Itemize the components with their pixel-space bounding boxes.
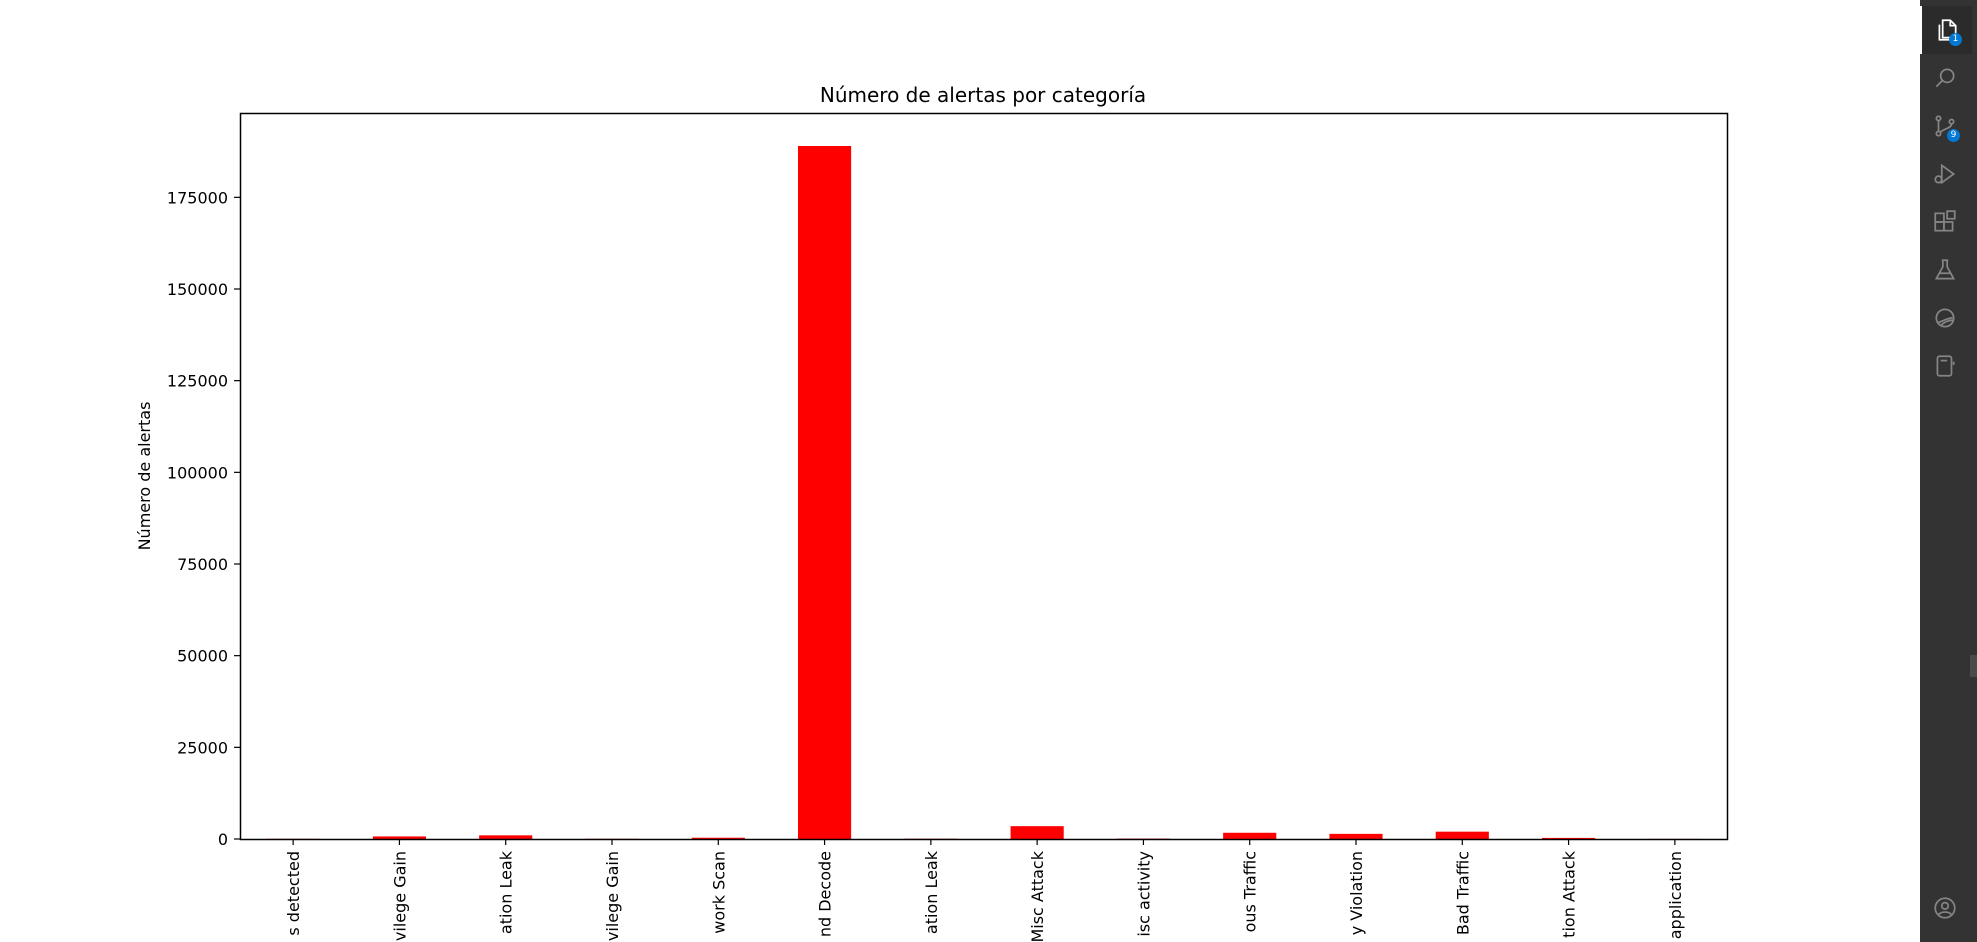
x-tick-label: s detected (284, 851, 303, 936)
bar (1010, 826, 1064, 839)
explorer-badge: 1 (1949, 33, 1962, 46)
chart-area: Número de alertas por categoría Número d… (135, 83, 1729, 942)
extensions-icon (1934, 210, 1956, 232)
x-tick-label: ation Leak (497, 850, 516, 934)
source-control-icon (1935, 115, 1955, 137)
bars (266, 146, 1702, 839)
bar (372, 836, 426, 839)
bar (798, 146, 852, 839)
notebook-icon (1936, 355, 1955, 377)
y-tick-label: 0 (218, 830, 228, 849)
bar-chart: Número de alertas por categoría Número d… (135, 83, 1729, 942)
accounts-icon (1934, 897, 1956, 919)
remote-explorer-icon (1935, 308, 1955, 328)
explorer-icon (1938, 19, 1957, 41)
bar (479, 835, 533, 839)
y-tick-label: 175000 (167, 188, 228, 207)
y-tick-label: 100000 (167, 463, 228, 482)
x-tick-label: work Scan (709, 851, 728, 934)
x-tick-label: tion Attack (1560, 850, 1579, 938)
x-axis: s detected vilege Gain ation Leak vilege Ga… (284, 839, 1685, 942)
x-tick-label: ation Leak (922, 850, 941, 934)
y-tick-label: 75000 (177, 555, 228, 574)
search-button[interactable] (1920, 54, 1970, 102)
x-tick-label: y Violation (1347, 851, 1366, 935)
remote-explorer-button[interactable] (1920, 294, 1970, 342)
extensions-button[interactable] (1920, 198, 1970, 246)
bar (1223, 832, 1277, 839)
run-debug-button[interactable] (1920, 150, 1970, 198)
testing-button[interactable] (1920, 246, 1970, 294)
bar (1435, 831, 1489, 839)
x-tick-label: Misc Attack (1028, 850, 1047, 942)
x-tick-label: vilege Gain (603, 851, 622, 941)
y-tick-label: 50000 (177, 647, 228, 666)
bar (1329, 833, 1383, 839)
chart-title: Número de alertas por categoría (820, 83, 1146, 107)
x-tick-label: ous Traffic (1241, 851, 1260, 932)
notebook-button[interactable] (1920, 342, 1970, 390)
y-tick-label: 125000 (167, 372, 228, 391)
x-tick-label: application (1666, 851, 1685, 939)
x-tick-label: nd Decode (816, 851, 835, 937)
y-tick-label: 25000 (177, 738, 228, 757)
explorer-button[interactable]: 1 (1920, 6, 1972, 54)
bar (691, 837, 745, 839)
y-tick-label: 150000 (167, 280, 228, 299)
accounts-button[interactable] (1920, 884, 1970, 932)
y-axis: 0 25000 50000 75000 100000 125000 150000 175000 (167, 188, 240, 849)
run-debug-icon (1934, 163, 1956, 185)
y-axis-label: Número de alertas (135, 402, 154, 551)
source-control-badge: 9 (1947, 129, 1960, 142)
plot-frame (239, 112, 1729, 841)
scrollbar-thumb[interactable] (1970, 655, 1977, 677)
activity-bar: 1 9 (1920, 0, 1977, 942)
x-tick-label: vilege Gain (390, 851, 409, 941)
testing-icon (1934, 259, 1956, 280)
x-tick-label: isc activity (1134, 851, 1153, 937)
source-control-button[interactable]: 9 (1920, 102, 1970, 150)
search-icon (1935, 68, 1955, 88)
x-tick-label: Bad Traffic (1453, 851, 1472, 935)
bar (1542, 837, 1596, 839)
